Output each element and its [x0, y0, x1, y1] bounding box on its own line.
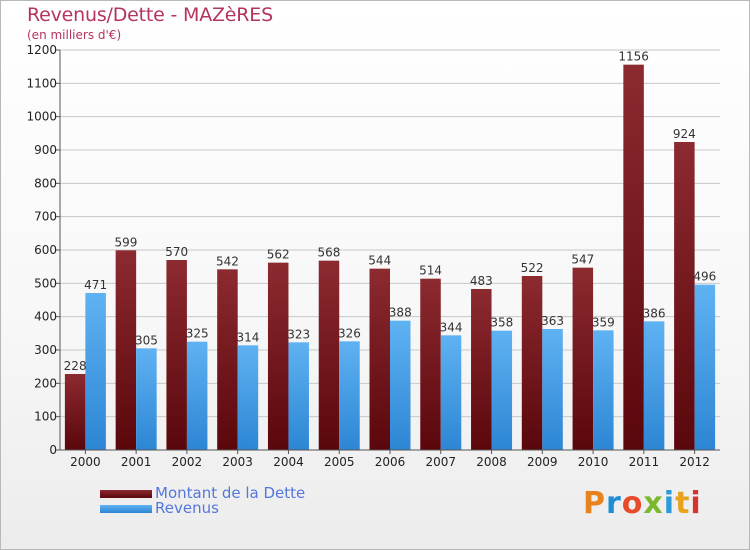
- data-label-dette-2012: 924: [673, 127, 696, 141]
- legend-label-dette: Montant de la Dette: [155, 484, 306, 502]
- data-label-dette-2000: 228: [64, 359, 87, 373]
- data-label-dette-2005: 568: [318, 246, 341, 260]
- bar-revenus-2011: [643, 321, 665, 450]
- x-tick-label-2003: 2003: [222, 455, 253, 469]
- chart-subtitle: (en milliers d'€): [27, 28, 122, 42]
- legend-swatch-revenus: [100, 505, 152, 513]
- bar-layer: [64, 64, 716, 451]
- y-tick-label-1200: 1200: [26, 43, 57, 57]
- y-tick-label-800: 800: [34, 176, 57, 190]
- logo-letter: o: [621, 486, 644, 521]
- logo-letter: r: [606, 486, 622, 521]
- x-tick-label-2004: 2004: [273, 455, 304, 469]
- y-tick-label-100: 100: [34, 410, 57, 424]
- data-label-dette-2011: 1156: [618, 50, 649, 64]
- data-label-revenus-2011: 386: [643, 306, 666, 320]
- y-tick-label-900: 900: [34, 143, 57, 157]
- data-label-dette-2006: 544: [368, 254, 391, 268]
- bar-revenus-2007: [440, 335, 462, 450]
- data-label-revenus-2008: 358: [490, 316, 513, 330]
- bar-dette-2012: [674, 142, 695, 450]
- data-label-dette-2002: 570: [165, 245, 188, 259]
- x-tick-label-2005: 2005: [324, 455, 355, 469]
- bar-revenus-2009: [542, 329, 563, 450]
- data-label-revenus-2010: 359: [592, 315, 615, 329]
- y-tick-label-1100: 1100: [26, 76, 57, 90]
- x-tick-label-2002: 2002: [172, 455, 203, 469]
- legend-label-revenus: Revenus: [155, 499, 219, 517]
- bar-dette-2003: [217, 269, 238, 450]
- data-label-revenus-2002: 325: [186, 327, 209, 341]
- data-label-dette-2008: 483: [470, 274, 493, 288]
- legend-swatch-dette: [100, 490, 152, 498]
- bar-revenus-2008: [491, 330, 513, 450]
- data-label-dette-2004: 562: [267, 248, 290, 262]
- data-label-revenus-2007: 344: [440, 320, 463, 334]
- data-label-dette-2007: 514: [419, 264, 442, 278]
- bar-dette-2005: [318, 260, 340, 450]
- bar-revenus-2006: [390, 320, 411, 450]
- x-tick-label-2006: 2006: [375, 455, 406, 469]
- label-layer: 228 471 599 305 570 325 542 314 562 323 568 326 544 3…: [64, 50, 717, 373]
- data-label-revenus-2000: 471: [84, 278, 107, 292]
- x-tick-label-2012: 2012: [679, 455, 710, 469]
- bar-revenus-2010: [593, 330, 614, 450]
- bar-dette-2001: [115, 250, 137, 450]
- bar-dette-2002: [166, 260, 187, 450]
- data-label-dette-2009: 522: [521, 261, 544, 275]
- y-tick-label-600: 600: [34, 243, 57, 257]
- bar-dette-2000: [64, 374, 86, 450]
- bar-revenus-2012: [694, 284, 716, 450]
- bar-revenus-2000: [85, 293, 106, 450]
- bar-dette-2008: [471, 289, 492, 450]
- data-label-dette-2001: 599: [114, 235, 137, 249]
- data-label-revenus-2001: 305: [135, 333, 158, 347]
- bar-revenus-2005: [339, 341, 360, 450]
- logo-letter: P: [583, 486, 606, 521]
- y-tick-label-0: 0: [49, 443, 57, 457]
- data-label-revenus-2006: 388: [389, 306, 412, 320]
- bar-revenus-2004: [288, 342, 309, 450]
- x-tick-label-2001: 2001: [121, 455, 152, 469]
- logo-letter: i: [663, 486, 676, 521]
- chart-title: Revenus/Dette - MAZèRES: [27, 4, 273, 26]
- bar-revenus-2001: [136, 348, 157, 450]
- data-label-revenus-2012: 496: [693, 270, 716, 284]
- bar-dette-2009: [521, 276, 543, 450]
- logo-letter: i: [690, 486, 702, 521]
- y-tick-label-500: 500: [34, 276, 57, 290]
- y-tick-label-200: 200: [34, 376, 57, 390]
- bar-dette-2010: [572, 267, 594, 450]
- data-label-revenus-2004: 323: [287, 327, 310, 341]
- data-label-revenus-2005: 326: [338, 326, 361, 340]
- data-label-revenus-2003: 314: [236, 330, 259, 344]
- x-tick-label-2007: 2007: [425, 455, 456, 469]
- data-label-dette-2010: 547: [571, 253, 594, 267]
- bar-dette-2004: [267, 262, 289, 450]
- bar-dette-2007: [420, 278, 441, 450]
- y-tick-label-700: 700: [34, 210, 57, 224]
- proxiti-logo: Proxiti: [583, 486, 702, 521]
- x-tick-label-2010: 2010: [578, 455, 609, 469]
- bar-revenus-2003: [237, 345, 259, 450]
- x-tick-label-2008: 2008: [476, 455, 507, 469]
- bar-dette-2011: [623, 64, 644, 451]
- logo-letter: t: [675, 486, 691, 521]
- x-tick-label-2009: 2009: [527, 455, 558, 469]
- y-tick-label-400: 400: [34, 310, 57, 324]
- y-tick-label-300: 300: [34, 343, 57, 357]
- data-label-revenus-2009: 363: [541, 314, 564, 328]
- x-tick-label-2000: 2000: [70, 455, 101, 469]
- bar-dette-2006: [369, 268, 390, 450]
- y-tick-label-1000: 1000: [26, 110, 57, 124]
- x-tick-label-2011: 2011: [629, 455, 660, 469]
- logo-letter: x: [643, 486, 664, 521]
- data-label-dette-2003: 542: [216, 254, 239, 268]
- bar-revenus-2002: [186, 341, 208, 450]
- axis-layer: 0 100 200 300 400 500 600 700 800 900 1000 1100 1200…: [26, 43, 720, 469]
